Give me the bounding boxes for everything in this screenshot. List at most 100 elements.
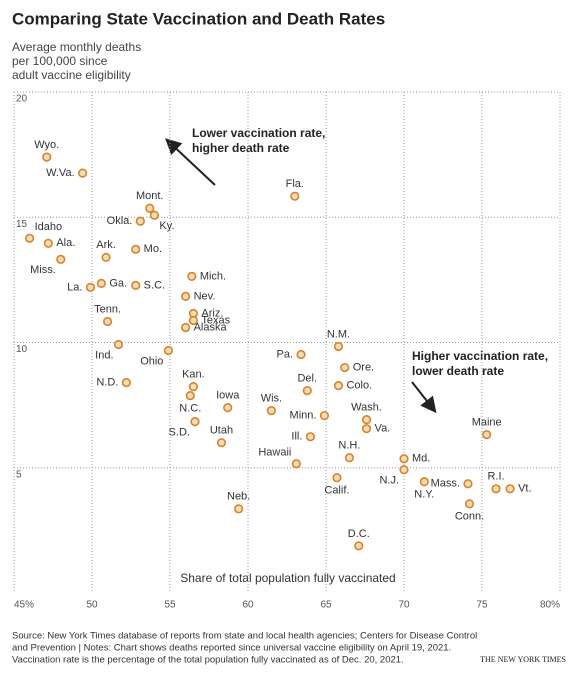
point-label: Miss. [30,264,56,276]
y-tick-label: 5 [16,469,22,480]
point [505,484,515,494]
x-tick-label: 80% [540,600,560,611]
x-tick-label: 55 [164,600,176,611]
point [96,278,106,288]
point [131,244,141,254]
x-tick-label: 75 [476,600,488,611]
point-label: Hawaii [258,447,291,459]
point-label: Ala. [56,237,75,249]
point-label: S.C. [144,279,165,291]
point [333,380,344,391]
point-label: Nev. [194,290,216,302]
point-label: Conn. [455,511,484,523]
point-label: N.Y. [414,489,434,501]
point [78,168,88,178]
point-label: Calif. [324,485,349,497]
x-tick-label: 65 [320,600,332,611]
point [101,252,111,262]
point [42,152,52,162]
point-label: Mo. [144,243,162,255]
y-axis-label: adult vaccine eligibility [12,68,131,82]
point-label: Mass. [431,478,460,490]
point-label: Pa. [277,348,294,360]
credit: THE NEW YORK TIMES [480,655,566,664]
point-label: Vt. [518,483,531,495]
point [266,406,277,416]
point [333,341,344,352]
point [399,465,409,475]
point-label: N.H. [338,440,360,452]
x-axis-label: Share of total population fully vaccinat… [180,571,395,585]
point [85,282,96,292]
point-label: Mont. [136,190,164,202]
point [188,381,198,392]
point-label: Ohio [140,355,163,367]
point-label: La. [67,281,82,293]
point [145,203,155,213]
y-axis-label: per 100,000 since [12,54,108,68]
point [149,210,159,220]
point [131,280,141,290]
point-label: Texas [201,314,230,326]
point [25,233,35,243]
point-label: R.I. [487,471,504,483]
annotation-arrow [165,138,216,186]
point-label: N.C. [179,403,201,415]
annotation-arrow [411,381,437,414]
point-label: Maine [472,417,502,429]
point [290,191,300,201]
annotation: Higher vaccination rate, [412,349,548,363]
point [463,479,473,489]
point-label: Colo. [346,379,372,391]
point-label: Utah [210,425,233,437]
point-label: Va. [375,423,391,435]
note: Vaccination rate is the percentage of th… [12,655,404,666]
point [187,271,197,281]
point [491,484,501,494]
point [190,417,200,427]
point [399,454,409,464]
point [223,403,233,413]
point-label: Kan. [182,368,205,380]
point-label: W.Va. [46,167,75,179]
point [102,316,113,327]
point-label: Neb. [227,491,250,503]
point-label: Minn. [290,410,317,422]
point-label: Ore. [353,361,374,373]
point-label: N.J. [379,475,399,487]
point [302,385,312,396]
point-label: D.C. [348,528,370,540]
point [305,432,316,442]
point-label: Mich. [200,270,226,282]
point [121,377,131,388]
point [234,504,244,514]
point [296,349,306,360]
point-label: Ark. [96,239,116,251]
point [464,499,475,509]
point [319,411,330,421]
point [291,459,301,469]
point-label: Ind. [95,349,113,361]
point [340,362,350,373]
point-label: Ariz. [201,307,223,319]
y-tick-label: 15 [16,219,28,230]
y-tick-label: 20 [16,94,28,105]
point-label: Iowa [216,390,240,402]
point [181,322,191,333]
point [163,345,174,356]
annotation: lower death rate [412,364,504,378]
x-tick-label: 60 [242,600,254,611]
point-label: Tenn. [94,303,121,315]
point [344,453,355,463]
x-tick-label: 70 [398,600,410,611]
point [56,254,66,264]
point [332,473,342,483]
point-label: Wyo. [34,139,59,151]
point-label: Ky. [159,220,174,232]
point [361,424,372,434]
point [135,216,145,226]
point [216,438,227,448]
point [361,415,372,425]
point [354,541,364,551]
